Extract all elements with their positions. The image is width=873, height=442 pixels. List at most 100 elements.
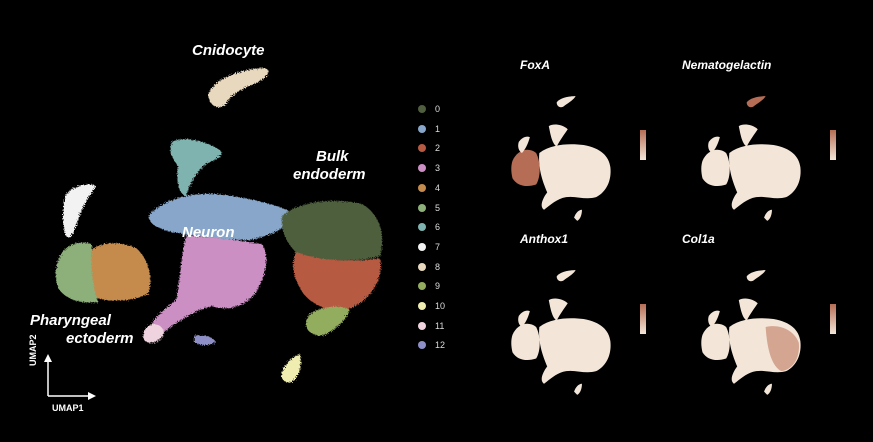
- legend-label: 2: [435, 143, 441, 154]
- expression-colorbar: [830, 130, 836, 160]
- feature-region-phar: [701, 149, 730, 187]
- feature-plot-col1a: Col1a: [678, 228, 868, 398]
- feature-region-cnid: [746, 96, 766, 108]
- feature-plot-nematogelactin: Nematogelactin: [678, 54, 868, 224]
- feature-umap: [701, 270, 801, 395]
- feature-plot-title: Nematogelactin: [682, 58, 772, 72]
- feature-umap: [511, 96, 611, 221]
- feature-region-stem: [548, 124, 568, 147]
- feature-region-tail: [764, 209, 772, 221]
- legend-item-7: 7: [418, 240, 440, 254]
- pharyngeal-label-1: Pharyngeal: [30, 312, 111, 329]
- neuron-label: Neuron: [182, 224, 235, 241]
- feature-plot-title: FoxA: [520, 58, 550, 72]
- bulk-endoderm-label-2: endoderm: [293, 166, 366, 183]
- cluster-6: [170, 139, 222, 196]
- feature-region-stem: [738, 124, 758, 147]
- feature-region-endoderm: [765, 326, 799, 372]
- legend-item-10: 10: [418, 299, 445, 313]
- cluster-11: [143, 324, 164, 343]
- cluster-9: [305, 306, 350, 336]
- legend-swatch: [418, 262, 426, 271]
- feature-region-main: [729, 144, 801, 210]
- feature-region-phar: [511, 149, 540, 187]
- legend-label: 8: [435, 261, 441, 272]
- feature-region-tail: [574, 209, 582, 221]
- cluster-4: [84, 243, 151, 301]
- legend-label: 7: [435, 241, 441, 252]
- feature-region-main: [539, 144, 611, 210]
- legend-label: 10: [435, 301, 446, 311]
- legend-item-2: 2: [418, 141, 440, 155]
- feature-region-main: [539, 318, 611, 384]
- legend-label: 1: [435, 123, 441, 134]
- umap1-axis-label: UMAP1: [52, 403, 84, 413]
- legend-swatch: [418, 302, 426, 310]
- bulk-endoderm-label-1: Bulk: [316, 148, 349, 165]
- legend-swatch: [418, 282, 426, 291]
- feature-umap: [701, 96, 801, 221]
- feature-region-cnid: [556, 96, 576, 108]
- legend-item-8: 8: [418, 260, 440, 274]
- cluster-10: [281, 354, 301, 383]
- legend-label: 5: [435, 202, 441, 213]
- cluster-3: [150, 236, 267, 333]
- feature-plot-title: Anthox1: [520, 232, 568, 246]
- expression-colorbar: [640, 130, 646, 160]
- cluster-8-cnidocyte: [208, 68, 269, 108]
- feature-plot-anthox1: Anthox1: [488, 228, 678, 398]
- legend-item-11: 11: [418, 319, 444, 333]
- legend-item-0: 0: [418, 102, 440, 116]
- umap2-axis-label: UMAP2: [28, 334, 38, 366]
- legend-swatch: [418, 105, 426, 113]
- feature-plot-foxa: FoxA: [488, 54, 678, 224]
- feature-plot-title: Col1a: [682, 232, 715, 246]
- expression-colorbar: [640, 304, 646, 334]
- legend-label: 9: [435, 281, 441, 292]
- feature-region-top: [708, 310, 720, 327]
- legend-swatch: [418, 341, 426, 350]
- cluster-2: [293, 252, 381, 311]
- legend-swatch: [418, 183, 426, 192]
- pharyngeal-label-2: ectoderm: [66, 330, 134, 347]
- legend-swatch: [418, 223, 426, 232]
- legend-item-9: 9: [418, 279, 440, 293]
- feature-umap: [511, 270, 611, 395]
- expression-colorbar: [830, 304, 836, 334]
- legend-item-5: 5: [418, 201, 440, 215]
- legend-label: 12: [435, 340, 446, 351]
- cluster-7: [63, 184, 96, 238]
- cluster-1-neuron: [149, 193, 296, 240]
- feature-region-top: [708, 136, 720, 153]
- feature-region-tail: [574, 383, 582, 395]
- legend-label: 11: [435, 320, 445, 331]
- feature-region-top: [518, 136, 530, 153]
- legend-item-12: 12: [418, 338, 445, 352]
- legend-swatch: [418, 144, 426, 153]
- legend-label: 4: [435, 182, 441, 193]
- feature-region-stem: [548, 298, 568, 321]
- feature-region-stem: [738, 298, 758, 321]
- feature-region-phar: [511, 323, 540, 361]
- legend-swatch: [418, 124, 426, 133]
- cluster-12: [194, 335, 216, 345]
- cnidocyte-label: Cnidocyte: [192, 42, 265, 59]
- feature-region-phar: [701, 323, 730, 361]
- legend-swatch: [418, 164, 426, 173]
- feature-region-top: [518, 310, 530, 327]
- legend-swatch: [418, 203, 426, 212]
- legend-item-1: 1: [418, 122, 440, 136]
- legend-item-3: 3: [418, 161, 440, 175]
- legend-item-6: 6: [418, 220, 440, 234]
- cluster-0-endoderm: [281, 200, 383, 261]
- legend-label: 6: [435, 222, 441, 233]
- legend-item-4: 4: [418, 181, 440, 195]
- feature-region-cnid: [746, 270, 766, 282]
- legend-label: 3: [435, 163, 441, 174]
- legend-swatch: [418, 321, 426, 330]
- feature-region-tail: [764, 383, 772, 395]
- legend-label: 0: [435, 104, 441, 114]
- cluster-5: [55, 242, 98, 303]
